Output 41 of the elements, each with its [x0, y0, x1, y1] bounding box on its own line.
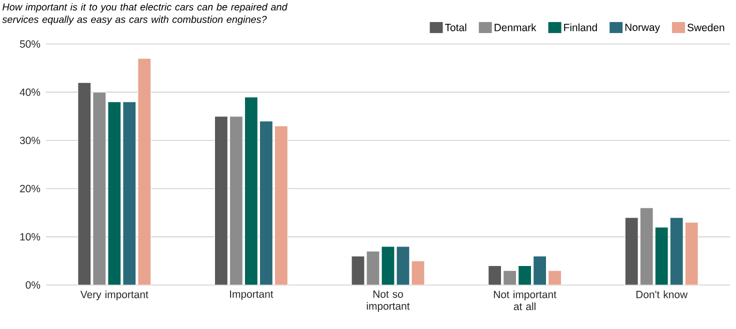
x-tick-label: Not so important: [366, 290, 410, 312]
x-tick-label: Very important: [80, 290, 148, 300]
bar: [684, 222, 698, 285]
bar: [274, 126, 288, 285]
x-tick-label: Important: [230, 290, 274, 300]
bar: [654, 226, 668, 285]
bar: [548, 270, 562, 285]
chart-title: How important is it to you that electric cars can be repaired and services equally as easy as cars with combustion engines?: [2, 3, 288, 25]
bar: [488, 265, 502, 285]
y-tick-label: 30%: [20, 136, 40, 144]
bar: [396, 246, 410, 285]
bar: [244, 96, 258, 285]
bar: [259, 120, 274, 285]
bar: [503, 270, 517, 285]
bar: [138, 58, 152, 285]
bar: [518, 265, 532, 285]
bar: [411, 260, 425, 285]
bar: [381, 246, 395, 285]
bar: [624, 217, 638, 285]
y-tick-label: 20%: [20, 184, 40, 192]
legend-label: Sweden: [687, 24, 724, 32]
bar: [640, 208, 654, 285]
y-tick-label: 10%: [20, 233, 40, 241]
y-tick-label: 40%: [20, 88, 40, 96]
bar: [122, 102, 136, 285]
bar: [366, 250, 380, 285]
y-tick-label: 0%: [26, 281, 40, 289]
legend-label: Finland: [564, 24, 597, 32]
legend-label: Norway: [625, 24, 660, 34]
bar: [229, 116, 244, 285]
bar: [92, 92, 106, 285]
bar: [78, 82, 92, 285]
legend-label: Total: [445, 24, 466, 32]
x-tick-label: Not important at all: [494, 290, 556, 310]
legend-label: Denmark: [494, 24, 536, 32]
bar: [670, 217, 684, 285]
bar: [214, 116, 228, 285]
bar: [108, 102, 122, 285]
x-tick-label: Don't know: [636, 290, 688, 298]
y-tick-label: 50%: [20, 40, 40, 48]
bar: [533, 256, 547, 285]
